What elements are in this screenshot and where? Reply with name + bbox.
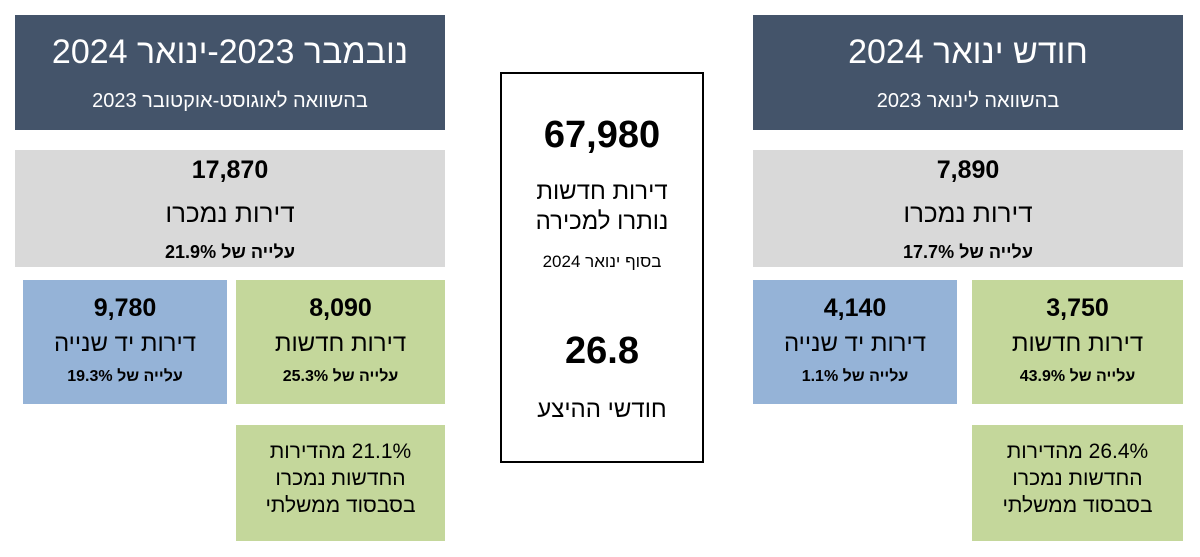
right-header-title: חודש ינואר 2024 (848, 33, 1088, 71)
right-new-change: עלייה של 43.9% (1019, 368, 1136, 385)
left-new-change: עלייה של 25.3% (282, 368, 399, 385)
left-total-box: 17,870 דירות נמכרו עלייה של 21.9% (15, 150, 445, 267)
left-second-hand-change: עלייה של 19.3% (67, 368, 183, 385)
left-header-title: נובמבר 2023-ינואר 2024 (51, 33, 409, 71)
right-header-subtitle: בהשוואה לינואר 2023 (876, 90, 1060, 112)
right-note-line-1: 26.4% מהדירות (1006, 440, 1149, 463)
left-note-line-3: בסבסוד ממשלתי (265, 494, 416, 517)
left-new-box: 8,090 דירות חדשות עלייה של 25.3% (236, 280, 445, 404)
right-total-box: 7,890 דירות נמכרו עלייה של 17.7% (753, 150, 1183, 267)
right-total-value: 7,890 (936, 156, 1000, 184)
right-subsidy-note: 26.4% מהדירות החדשות נמכרו בסבסוד ממשלתי (972, 425, 1183, 541)
left-note-line-1: 21.1% מהדירות (269, 440, 412, 463)
right-note-line-2: החדשות נמכרו (1012, 467, 1143, 490)
inventory-panel: 67,980 דירות חדשות נותרו למכירה בסוף ינו… (500, 72, 704, 463)
right-note-line-3: בסבסוד ממשלתי (1002, 494, 1153, 517)
right-total-label: דירות נמכרו (903, 198, 1033, 228)
right-new-label: דירות חדשות (1011, 330, 1144, 357)
left-total-label: דירות נמכרו (165, 198, 295, 228)
inventory-date: בסוף ינואר 2024 (542, 252, 662, 271)
supply-months-label: חודשי ההיצע (537, 396, 667, 423)
inventory-label-line-2: נותרו למכירה (535, 208, 669, 235)
left-header: נובמבר 2023-ינואר 2024 בהשוואה לאוגוסט-א… (15, 15, 445, 130)
left-new-label: דירות חדשות (274, 330, 407, 357)
right-new-box: 3,750 דירות חדשות עלייה של 43.9% (972, 280, 1183, 404)
right-new-value: 3,750 (1046, 294, 1109, 322)
left-header-subtitle: בהשוואה לאוגוסט-אוקטובר 2023 (92, 90, 368, 112)
right-total-change: עלייה של 17.7% (903, 242, 1033, 262)
left-second-hand-value: 9,780 (93, 294, 157, 322)
right-second-hand-value: 4,140 (823, 294, 887, 322)
left-subsidy-note: 21.1% מהדירות החדשות נמכרו בסבסוד ממשלתי (236, 425, 445, 541)
left-total-change: עלייה של 21.9% (165, 242, 295, 262)
left-note-line-2: החדשות נמכרו (275, 467, 406, 490)
left-second-hand-label: דירות יד שנייה (53, 330, 197, 357)
inventory-value: 67,980 (543, 114, 661, 156)
right-header: חודש ינואר 2024 בהשוואה לינואר 2023 (753, 15, 1183, 130)
right-second-hand-change: עלייה של 1.1% (801, 368, 909, 385)
left-second-hand-box: 9,780 דירות יד שנייה עלייה של 19.3% (23, 280, 227, 404)
supply-months-value: 26.8 (565, 330, 639, 372)
left-total-value: 17,870 (191, 156, 269, 184)
inventory-label-line-1: דירות חדשות (536, 178, 668, 205)
right-second-hand-label: דירות יד שנייה (783, 330, 927, 357)
right-second-hand-box: 4,140 דירות יד שנייה עלייה של 1.1% (753, 280, 957, 404)
left-new-value: 8,090 (309, 294, 372, 322)
